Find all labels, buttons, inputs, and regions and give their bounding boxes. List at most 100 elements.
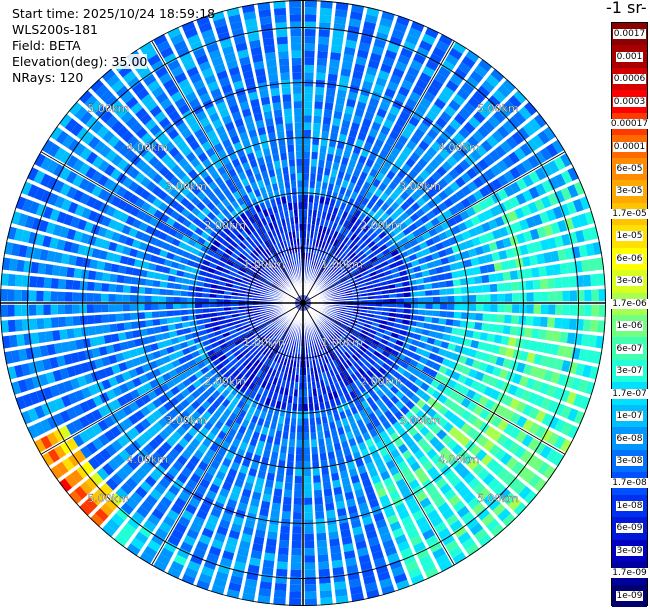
data-gate (265, 52, 276, 61)
data-gate (140, 406, 151, 417)
data-gate (472, 130, 485, 143)
data-gate (115, 105, 128, 119)
data-gate (335, 148, 344, 157)
data-gate (186, 66, 199, 78)
data-gate (181, 20, 196, 33)
data-gate (430, 78, 444, 91)
data-gate (329, 237, 336, 245)
data-gate (209, 483, 220, 494)
data-gate (308, 195, 314, 203)
data-gate (176, 382, 186, 392)
data-gate (243, 326, 252, 333)
data-gate (281, 282, 288, 289)
data-gate (364, 582, 378, 592)
data-gate (193, 146, 204, 157)
data-gate (149, 105, 162, 118)
data-gate (326, 282, 334, 288)
data-gate (519, 244, 529, 256)
data-gate (557, 373, 568, 387)
data-gate (339, 346, 347, 354)
data-gate (297, 425, 303, 433)
data-gate (152, 319, 161, 326)
data-gate (422, 33, 436, 46)
data-gate (227, 128, 238, 138)
data-gate (376, 108, 387, 118)
data-gate (375, 77, 387, 87)
data-gate (233, 80, 244, 90)
data-gate (187, 560, 201, 572)
data-gate (481, 322, 490, 332)
data-gate (258, 264, 266, 271)
data-gate (566, 332, 576, 345)
data-gate (329, 229, 335, 237)
data-gate (136, 505, 150, 518)
data-gate (46, 250, 56, 262)
data-gate (451, 225, 461, 235)
data-gate (146, 327, 155, 335)
data-gate (188, 497, 201, 509)
data-gate (590, 319, 599, 333)
data-gate (473, 190, 484, 201)
data-gate (437, 325, 446, 333)
data-gate (217, 447, 227, 457)
data-gate (275, 321, 282, 327)
data-gate (588, 258, 597, 272)
data-gate (325, 160, 333, 169)
data-gate (475, 285, 483, 293)
data-gate (458, 486, 471, 499)
data-gate (252, 166, 260, 175)
data-gate (509, 398, 520, 410)
data-gate (201, 400, 211, 410)
data-gate (196, 395, 206, 405)
data-gate (438, 348, 447, 357)
data-gate (425, 110, 438, 122)
data-gate (325, 227, 331, 236)
data-gate (160, 98, 173, 110)
data-gate (369, 329, 377, 335)
data-gate (239, 286, 248, 291)
data-gate (304, 461, 311, 469)
data-gate (371, 374, 380, 383)
data-gate (474, 275, 483, 284)
data-gate (388, 244, 397, 252)
data-gate (498, 487, 511, 501)
data-gate (406, 350, 415, 358)
data-gate (63, 353, 73, 365)
data-gate (416, 548, 430, 560)
data-gate (134, 531, 149, 545)
data-gate (273, 590, 287, 599)
data-gate (241, 348, 250, 356)
data-gate (163, 53, 178, 65)
data-gate (188, 253, 198, 261)
data-gate (213, 371, 223, 380)
data-gate (266, 277, 274, 284)
data-gate (52, 224, 63, 237)
data-gate (399, 180, 409, 190)
data-gate (231, 111, 242, 121)
data-gate (239, 155, 248, 165)
data-gate (138, 241, 148, 251)
data-gate (277, 393, 283, 402)
data-gate (408, 567, 422, 579)
data-gate (244, 388, 252, 397)
data-gate (324, 242, 329, 251)
data-gate (113, 454, 126, 466)
data-gate (333, 321, 341, 327)
data-gate (224, 121, 235, 132)
data-gate (458, 107, 471, 120)
data-gate (320, 233, 325, 242)
data-gate (502, 199, 514, 211)
data-gate (304, 569, 316, 578)
data-gate (267, 359, 274, 368)
data-gate (463, 259, 473, 268)
data-gate (137, 286, 146, 294)
data-gate (139, 328, 148, 337)
data-gate (195, 256, 204, 264)
data-gate (35, 360, 45, 373)
data-gate (152, 398, 163, 409)
data-gate (228, 529, 240, 540)
data-gate (384, 269, 392, 276)
data-gate (331, 276, 338, 282)
data-gate (202, 437, 212, 448)
data-gate (284, 115, 293, 124)
